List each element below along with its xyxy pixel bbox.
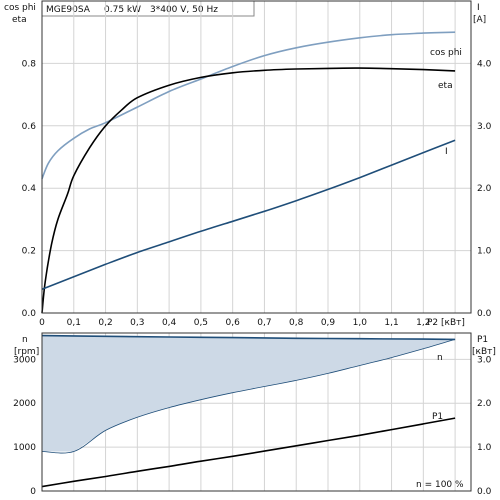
header-power: 0.75 kW [104, 5, 141, 15]
p1-label: P1 [432, 412, 443, 422]
bottom-plot-frame [41, 332, 472, 492]
x-tick-label: 0,9 [321, 318, 336, 328]
x-tick-label: 0 [39, 318, 45, 328]
current-line [41, 139, 456, 291]
cos-phi-label: cos phi [430, 48, 462, 58]
top-grid [41, 1, 471, 314]
top-left-tick-label: 0.8 [22, 59, 37, 69]
current-label: I [445, 147, 448, 157]
bottom-left-tick-label: 3000 [13, 355, 36, 365]
cos-phi-line [41, 31, 456, 180]
x-tick-label: 0,6 [226, 318, 241, 328]
top-left-tick-label: 0.4 [22, 184, 37, 194]
x-tick-label: 0,7 [257, 318, 271, 328]
speed-range-fill [42, 335, 456, 452]
speed-min-line [41, 339, 456, 454]
x-axis-label: P2 [кВт] [427, 318, 465, 328]
bottom-left-axis-label-1: n [22, 335, 28, 345]
top-left-axis-label-1: cos phi [4, 3, 36, 13]
x-tick-label: 0,3 [130, 318, 144, 328]
speed-label: n [437, 353, 443, 363]
eta-line [41, 67, 456, 314]
bottom-right-tick-label: 3.0 [477, 355, 492, 365]
bottom-left-tick-label: 2000 [13, 399, 36, 409]
x-tick-label: 1,2 [416, 318, 430, 328]
bottom-right-tick-label: 1.0 [477, 443, 492, 453]
eta-label: eta [438, 81, 453, 91]
top-right-tick-label: 4.0 [477, 59, 492, 69]
bottom-left-axis-label-2: [rpm] [14, 347, 39, 357]
x-tick-label: 0,2 [98, 318, 112, 328]
header-supply: 3*400 V, 50 Hz [150, 5, 218, 15]
speed-note: n = 100 % [416, 480, 464, 490]
x-tick-label: 1,0 [353, 318, 368, 328]
bottom-left-tick-label: 0 [30, 487, 36, 497]
p1-line [41, 417, 456, 488]
top-right-tick-label: 3.0 [477, 122, 492, 132]
x-tick-label: 0,5 [194, 318, 208, 328]
x-tick-label: 1,1 [384, 318, 398, 328]
top-left-tick-label: 0.0 [22, 309, 37, 319]
header-model: MGE90SA [46, 5, 91, 15]
bottom-right-axis-label-1: P1 [477, 335, 488, 345]
top-plot-frame [41, 0, 472, 314]
top-right-tick-label: 1.0 [477, 247, 492, 257]
bottom-right-tick-label: 0.0 [477, 487, 492, 497]
top-right-axis-label-2: [A] [473, 15, 486, 25]
top-left-tick-label: 0.6 [22, 122, 37, 132]
top-tick-labels: 0 0,1 0,2 0,3 0,4 0,5 0,6 0,7 0,8 0,9 1,0 1,1 1,2 0.0… [22, 59, 492, 328]
top-left-axis-label-2: eta [12, 15, 27, 25]
bottom-left-tick-label: 1000 [13, 443, 36, 453]
top-right-axis-label-1: I [477, 3, 480, 13]
x-tick-label: 0,4 [162, 318, 177, 328]
x-tick-label: 0,8 [289, 318, 304, 328]
top-left-tick-label: 0.2 [22, 247, 36, 257]
speed-max-line [41, 334, 456, 341]
bottom-right-axis-label-2: [кВт] [472, 347, 496, 357]
top-right-tick-label: 0.0 [477, 309, 492, 319]
bottom-right-tick-label: 2.0 [477, 399, 492, 409]
top-right-tick-label: 2.0 [477, 184, 492, 194]
bottom-tick-labels: 0 1000 2000 3000 0.0 1.0 2.0 3.0 [13, 355, 491, 497]
x-tick-label: 0,1 [67, 318, 81, 328]
